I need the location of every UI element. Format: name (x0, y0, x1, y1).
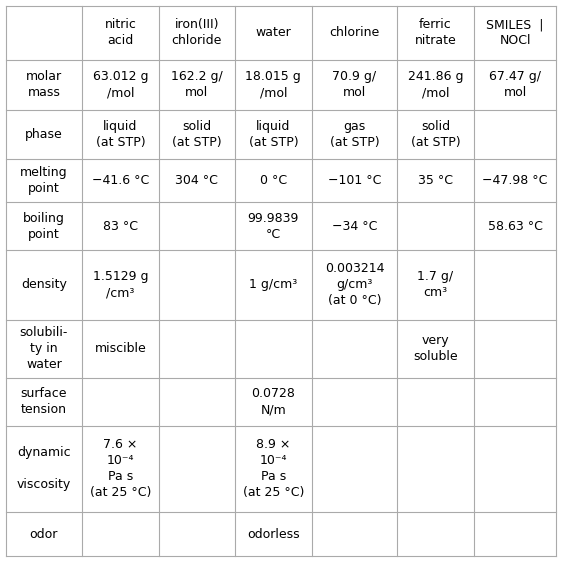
Text: −34 °C: −34 °C (332, 220, 377, 233)
Text: melting
point: melting point (20, 166, 67, 196)
Text: odorless: odorless (247, 528, 300, 541)
Text: 18.015 g
/mol: 18.015 g /mol (246, 70, 301, 99)
Text: very
soluble: very soluble (413, 334, 458, 364)
Text: surface
tension: surface tension (21, 387, 67, 416)
Text: liquid
(at STP): liquid (at STP) (96, 120, 145, 149)
Text: odor: odor (30, 528, 58, 541)
Text: 0.003214
g/cm³
(at 0 °C): 0.003214 g/cm³ (at 0 °C) (325, 262, 384, 307)
Text: density: density (21, 279, 67, 292)
Text: iron(III)
chloride: iron(III) chloride (171, 19, 222, 47)
Text: solubili-
ty in
water: solubili- ty in water (20, 327, 68, 371)
Text: 0 °C: 0 °C (260, 174, 287, 187)
Text: 70.9 g/
mol: 70.9 g/ mol (332, 70, 377, 99)
Text: 241.86 g
/mol: 241.86 g /mol (408, 70, 463, 99)
Text: molar
mass: molar mass (26, 70, 62, 99)
Text: SMILES  |
NOCl: SMILES | NOCl (486, 19, 544, 47)
Text: 8.9 ×
10⁻⁴
Pa s
(at 25 °C): 8.9 × 10⁻⁴ Pa s (at 25 °C) (243, 438, 304, 500)
Text: 83 °C: 83 °C (103, 220, 138, 233)
Text: 67.47 g/
mol: 67.47 g/ mol (489, 70, 541, 99)
Text: nitric
acid: nitric acid (105, 19, 137, 47)
Text: 304 °C: 304 °C (175, 174, 218, 187)
Text: 63.012 g
/mol: 63.012 g /mol (93, 70, 148, 99)
Text: gas
(at STP): gas (at STP) (330, 120, 379, 149)
Text: −41.6 °C: −41.6 °C (92, 174, 149, 187)
Text: ferric
nitrate: ferric nitrate (415, 19, 456, 47)
Text: 7.6 ×
10⁻⁴
Pa s
(at 25 °C): 7.6 × 10⁻⁴ Pa s (at 25 °C) (90, 438, 151, 500)
Text: 35 °C: 35 °C (418, 174, 453, 187)
Text: chlorine: chlorine (329, 26, 379, 39)
Text: phase: phase (25, 128, 63, 141)
Text: boiling
point: boiling point (23, 212, 65, 241)
Text: 99.9839
°C: 99.9839 °C (248, 212, 299, 241)
Text: 1.7 g/
cm³: 1.7 g/ cm³ (418, 270, 454, 300)
Text: solid
(at STP): solid (at STP) (172, 120, 221, 149)
Text: solid
(at STP): solid (at STP) (411, 120, 460, 149)
Text: dynamic

viscosity: dynamic viscosity (17, 446, 71, 491)
Text: water: water (256, 26, 291, 39)
Text: 162.2 g/
mol: 162.2 g/ mol (171, 70, 223, 99)
Text: 1.5129 g
/cm³: 1.5129 g /cm³ (93, 270, 148, 300)
Text: liquid
(at STP): liquid (at STP) (248, 120, 298, 149)
Text: 0.0728
N/m: 0.0728 N/m (251, 387, 295, 416)
Text: 58.63 °C: 58.63 °C (488, 220, 542, 233)
Text: −101 °C: −101 °C (328, 174, 381, 187)
Text: miscible: miscible (94, 342, 146, 355)
Text: 1 g/cm³: 1 g/cm³ (249, 279, 297, 292)
Text: −47.98 °C: −47.98 °C (482, 174, 548, 187)
